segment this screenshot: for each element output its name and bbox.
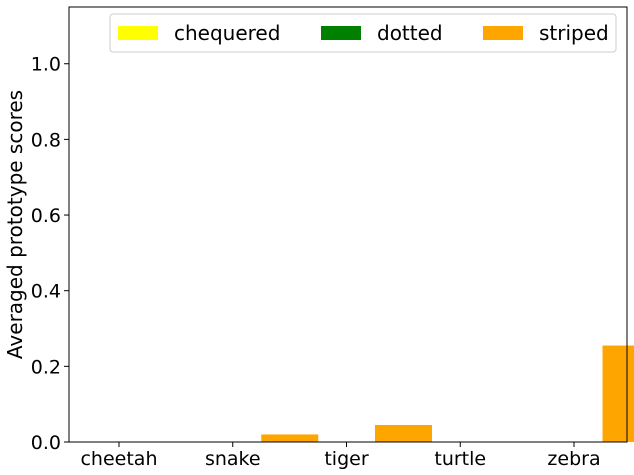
legend-swatch-chequered (118, 26, 158, 40)
bar-striped-tiger (375, 424, 432, 442)
y-tick-label: 0.2 (31, 356, 61, 378)
y-tick-label: 1.0 (31, 54, 61, 76)
legend: chequered dotted striped (109, 13, 617, 53)
legend-label-dotted: dotted (377, 21, 443, 45)
y-axis-title: Averaged prototype scores (3, 90, 27, 359)
x-tick-label: snake (205, 448, 261, 470)
y-tick-label: 0.6 (31, 205, 61, 227)
x-ticks-group: cheetah snake tiger turtle zebra (80, 442, 601, 470)
y-tick-label: 0.0 (31, 432, 61, 454)
y-tick-label: 0.4 (31, 281, 61, 303)
legend-label-striped: striped (539, 21, 609, 45)
legend-label-chequered: chequered (174, 21, 280, 45)
bars-group (261, 345, 634, 442)
legend-frame (109, 13, 617, 53)
bar-striped-snake (261, 434, 319, 442)
bar-striped-zebra (602, 345, 634, 442)
x-tick-label: tiger (324, 448, 368, 470)
x-tick-label: zebra (547, 448, 600, 470)
plot-frame (68, 6, 628, 443)
legend-swatch-striped (483, 26, 523, 40)
x-tick-label: cheetah (80, 448, 157, 470)
y-tick-label: 0.8 (31, 129, 61, 151)
x-tick-label: turtle (434, 448, 486, 470)
legend-swatch-dotted (321, 26, 361, 40)
plot-background (69, 7, 627, 442)
y-ticks-group: 0.0 0.2 0.4 0.6 0.8 1.0 (31, 54, 69, 454)
